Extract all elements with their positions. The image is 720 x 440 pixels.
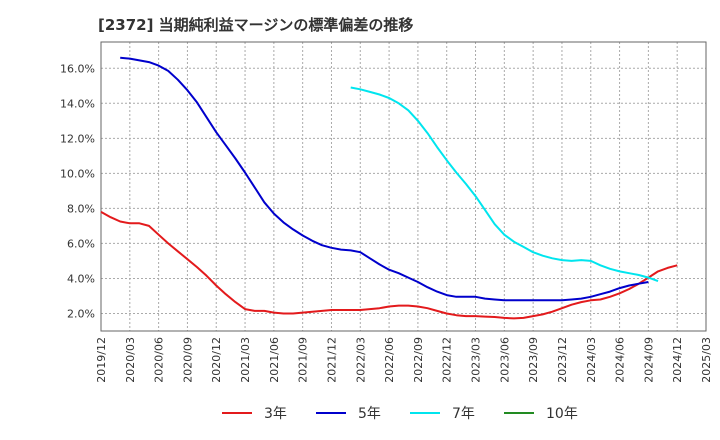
x-tick-label: 2024/06 [614, 337, 627, 383]
x-tick-label: 2025/03 [700, 337, 713, 383]
x-tick-label: 2022/12 [441, 337, 454, 383]
x-tick-label: 2021/12 [325, 337, 338, 383]
legend-label: 3年 [264, 406, 287, 422]
chart-title: [2372] 当期純利益マージンの標準偏差の推移 [98, 16, 414, 34]
y-tick-label: 8.0% [67, 202, 95, 215]
x-tick-label: 2020/03 [124, 337, 137, 383]
x-tick-label: 2022/03 [354, 337, 367, 383]
series-line-5年 [120, 56, 649, 302]
y-tick-label: 6.0% [67, 237, 95, 250]
x-tick-label: 2023/06 [498, 337, 511, 383]
x-axis-tick-labels: 2019/12 2020/03 2020/06 2020/09 2020/12 2021/… [95, 337, 713, 383]
x-tick-label: 2023/12 [556, 337, 569, 383]
axes [100, 41, 707, 332]
y-tick-label: 12.0% [60, 132, 95, 145]
x-tick-label: 2024/12 [671, 337, 684, 383]
series-lines [100, 56, 678, 320]
x-tick-label: 2021/06 [268, 337, 281, 383]
x-tick-label: 2024/03 [585, 337, 598, 383]
plot-frame [100, 41, 707, 332]
x-tick-label: 2022/09 [412, 337, 425, 383]
series-line-7年 [350, 86, 659, 283]
x-tick-label: 2023/03 [470, 337, 483, 383]
x-tick-label: 2023/09 [527, 337, 540, 383]
grid [101, 42, 706, 331]
y-tick-label: 10.0% [60, 167, 95, 180]
x-tick-label: 2019/12 [95, 337, 108, 383]
legend-label: 7年 [452, 406, 475, 422]
x-tick-label: 2021/09 [297, 337, 310, 383]
x-tick-label: 2020/06 [153, 337, 166, 383]
x-tick-label: 2021/03 [239, 337, 252, 383]
y-tick-label: 16.0% [60, 62, 95, 75]
x-tick-label: 2024/09 [642, 337, 655, 383]
x-tick-label: 2020/09 [181, 337, 194, 383]
y-tick-label: 4.0% [67, 272, 95, 285]
x-tick-label: 2022/06 [383, 337, 396, 383]
legend-label: 5年 [358, 406, 381, 422]
series-line-3年 [100, 211, 678, 320]
legend-label: 10年 [546, 406, 578, 422]
y-tick-label: 2.0% [67, 307, 95, 320]
y-tick-label: 14.0% [60, 97, 95, 110]
x-tick-label: 2020/12 [210, 337, 223, 383]
legend: 3年 5年 7年 10年 [222, 406, 578, 422]
y-axis-tick-labels: 2.0% 4.0% 6.0% 8.0% 10.0% 12.0% 14.0% 16.0% [60, 62, 95, 320]
